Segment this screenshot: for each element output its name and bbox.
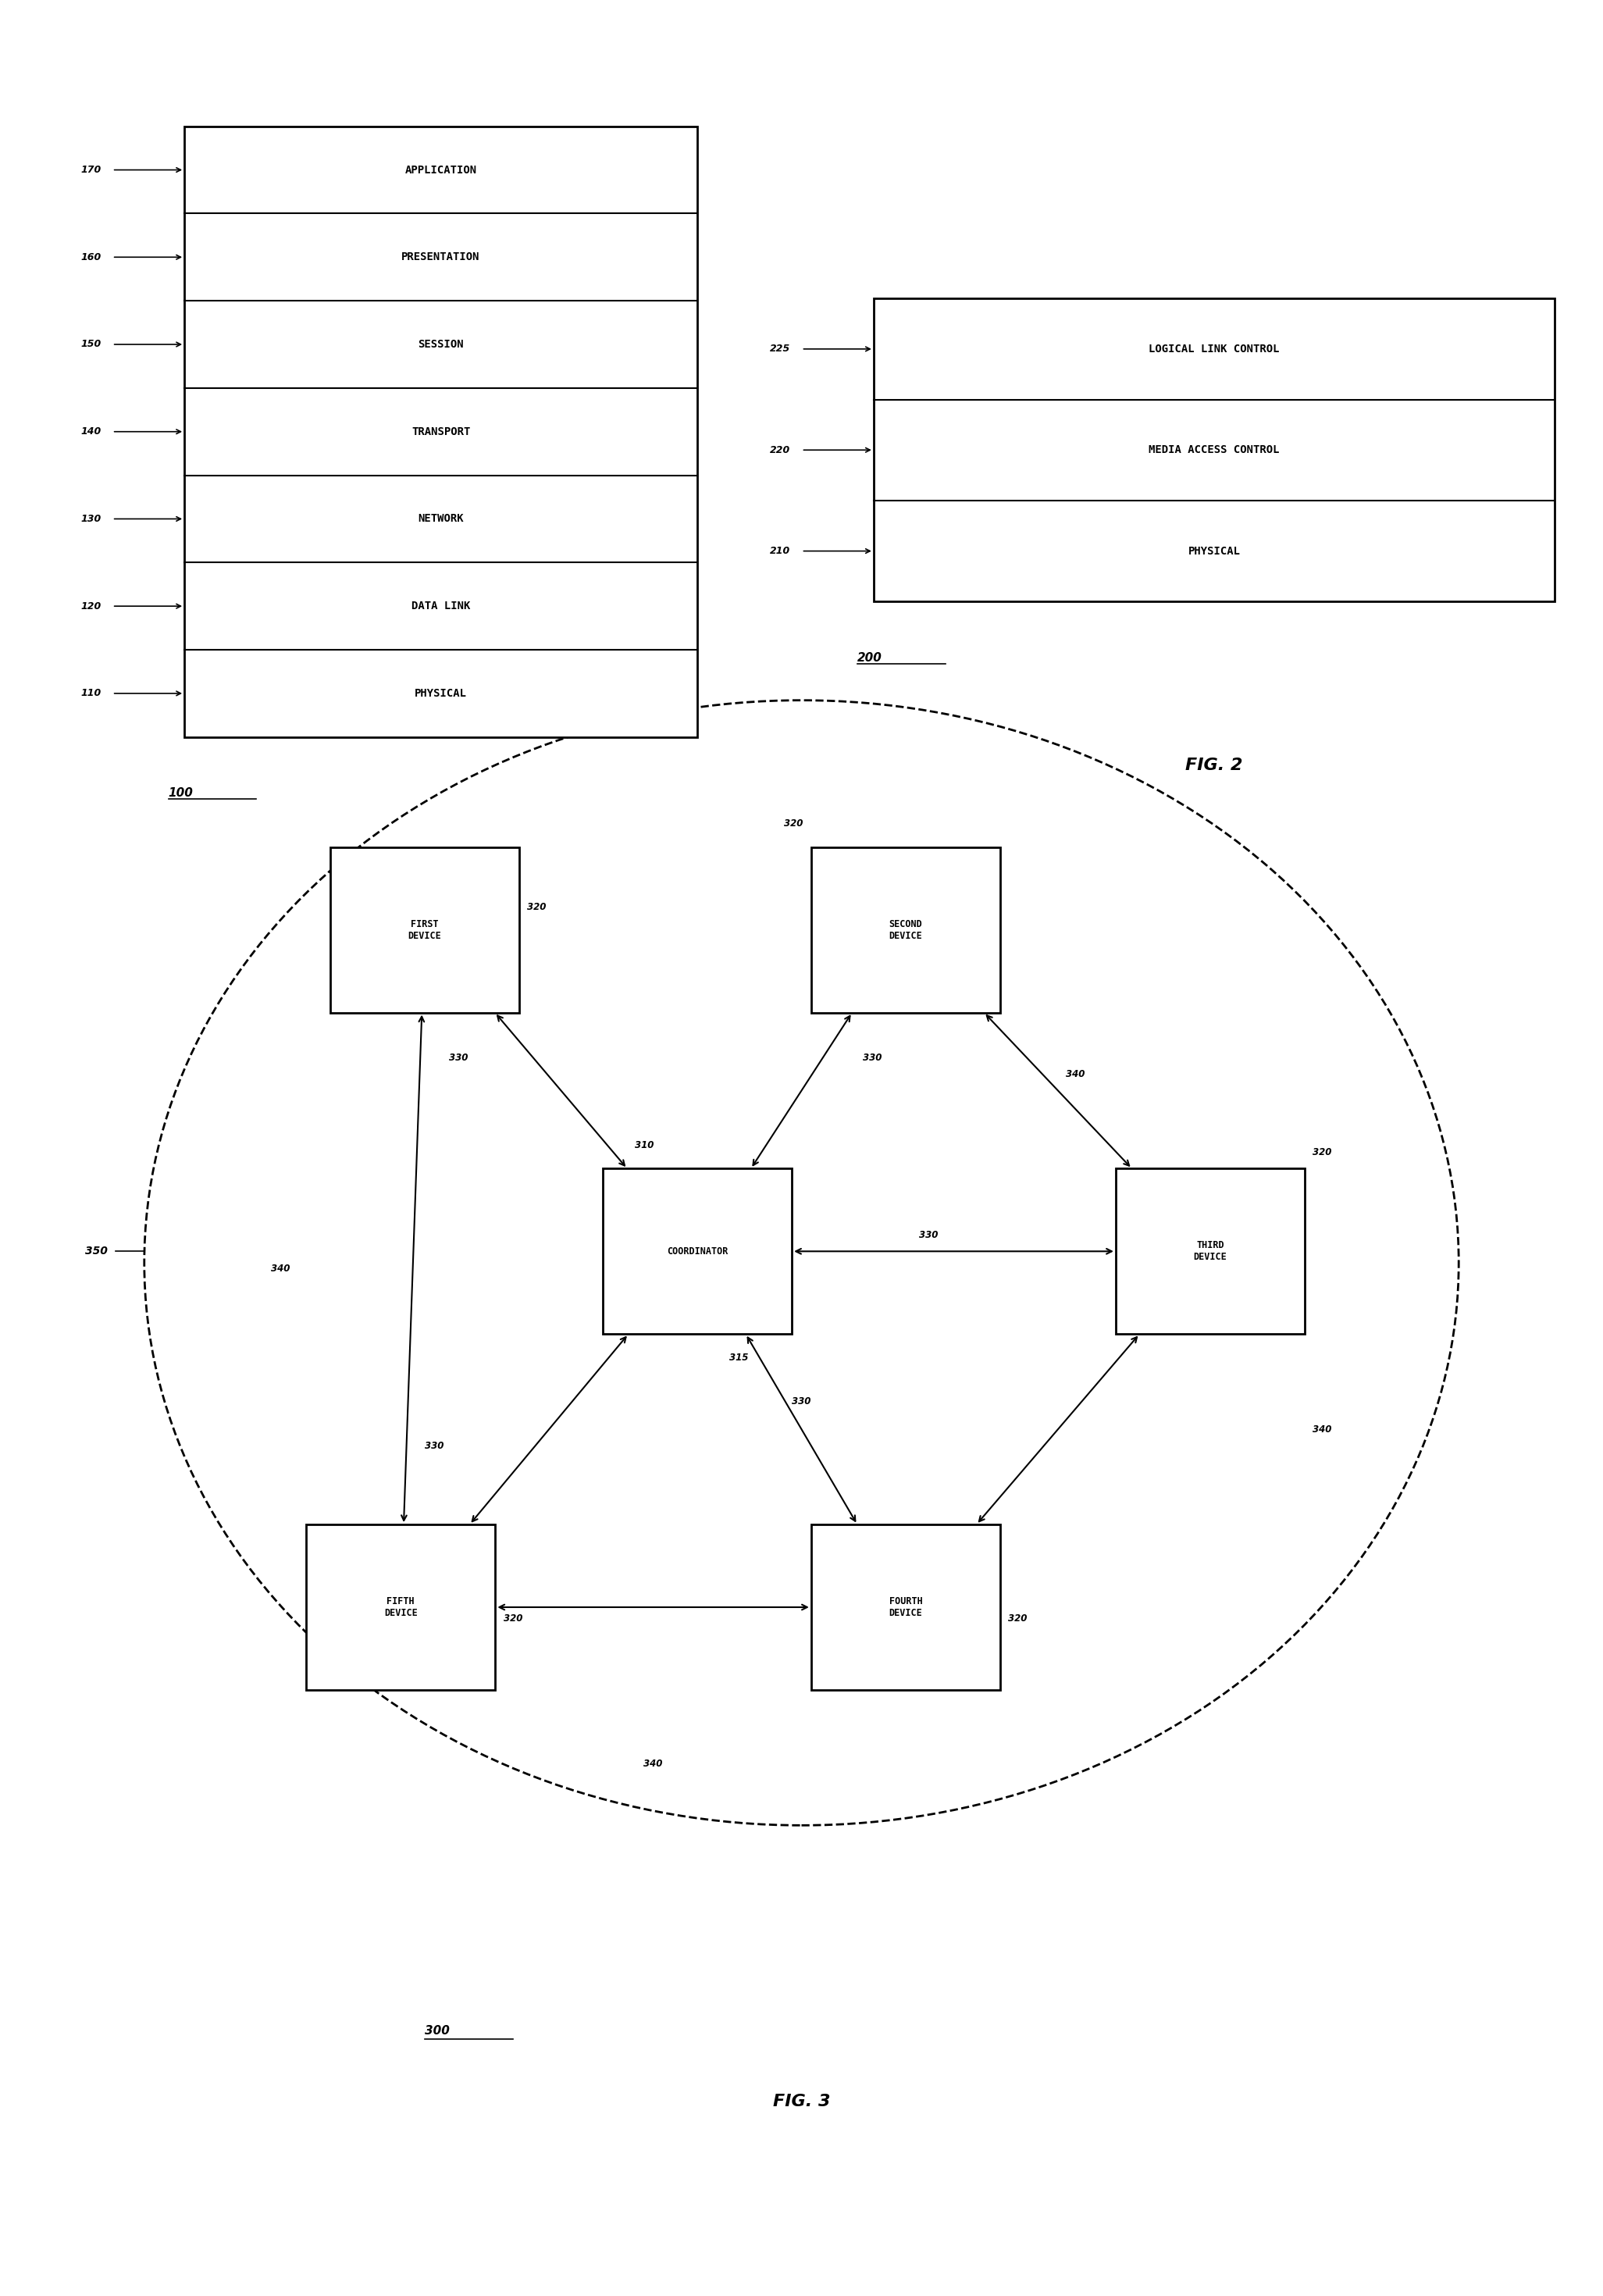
Text: 160: 160 xyxy=(80,253,101,262)
Text: PHYSICAL: PHYSICAL xyxy=(1188,546,1241,556)
Text: 320: 320 xyxy=(527,902,547,912)
Bar xyxy=(184,126,697,737)
Text: 320: 320 xyxy=(503,1614,523,1623)
Text: 110: 110 xyxy=(80,689,101,698)
Text: LOGICAL LINK CONTROL: LOGICAL LINK CONTROL xyxy=(1149,344,1279,354)
Text: SESSION: SESSION xyxy=(418,340,463,349)
Text: 300: 300 xyxy=(425,2025,450,2037)
Text: COORDINATOR: COORDINATOR xyxy=(667,1247,728,1256)
Text: 330: 330 xyxy=(425,1442,444,1451)
Text: 340: 340 xyxy=(1066,1070,1085,1079)
Text: 140: 140 xyxy=(80,427,101,436)
Bar xyxy=(330,847,519,1013)
Text: 320: 320 xyxy=(1008,1614,1028,1623)
Text: 315: 315 xyxy=(729,1352,749,1362)
Text: FIFTH
DEVICE: FIFTH DEVICE xyxy=(385,1596,417,1619)
Text: 330: 330 xyxy=(792,1396,811,1405)
Text: 310: 310 xyxy=(635,1141,654,1150)
Text: 220: 220 xyxy=(769,445,790,455)
Text: FOURTH
DEVICE: FOURTH DEVICE xyxy=(890,1596,922,1619)
Text: 330: 330 xyxy=(449,1054,468,1063)
Text: PHYSICAL: PHYSICAL xyxy=(415,689,466,698)
Text: 200: 200 xyxy=(858,652,883,664)
Text: SECOND
DEVICE: SECOND DEVICE xyxy=(890,918,922,941)
Text: MEDIA ACCESS CONTROL: MEDIA ACCESS CONTROL xyxy=(1149,445,1279,455)
Text: 330: 330 xyxy=(862,1054,882,1063)
Text: 350: 350 xyxy=(85,1247,107,1256)
Text: 170: 170 xyxy=(80,165,101,174)
Text: 225: 225 xyxy=(769,344,790,354)
Bar xyxy=(306,1525,495,1690)
Text: 120: 120 xyxy=(80,602,101,611)
Text: 340: 340 xyxy=(644,1759,662,1768)
Text: 320: 320 xyxy=(784,820,803,829)
Text: 340: 340 xyxy=(1313,1424,1332,1435)
Text: 320: 320 xyxy=(1313,1148,1332,1157)
Text: DATA LINK: DATA LINK xyxy=(412,602,470,611)
Text: THIRD
DEVICE: THIRD DEVICE xyxy=(1194,1240,1226,1263)
Text: 100: 100 xyxy=(168,788,194,799)
Text: 330: 330 xyxy=(919,1231,938,1240)
Text: 210: 210 xyxy=(769,546,790,556)
Text: FIG. 2: FIG. 2 xyxy=(1186,758,1242,774)
Bar xyxy=(603,1169,792,1334)
Text: 150: 150 xyxy=(80,340,101,349)
Text: APPLICATION: APPLICATION xyxy=(406,165,476,174)
Bar xyxy=(811,1525,1000,1690)
Text: 340: 340 xyxy=(271,1263,290,1274)
Bar xyxy=(811,847,1000,1013)
Text: FIRST
DEVICE: FIRST DEVICE xyxy=(409,918,441,941)
Bar xyxy=(874,298,1555,602)
Text: 130: 130 xyxy=(80,514,101,523)
Text: FIG. 3: FIG. 3 xyxy=(773,2094,830,2110)
Text: PRESENTATION: PRESENTATION xyxy=(402,253,479,262)
Text: TRANSPORT: TRANSPORT xyxy=(412,427,470,436)
Text: FIG. 1: FIG. 1 xyxy=(412,893,470,909)
Text: NETWORK: NETWORK xyxy=(418,514,463,523)
Bar xyxy=(1116,1169,1305,1334)
